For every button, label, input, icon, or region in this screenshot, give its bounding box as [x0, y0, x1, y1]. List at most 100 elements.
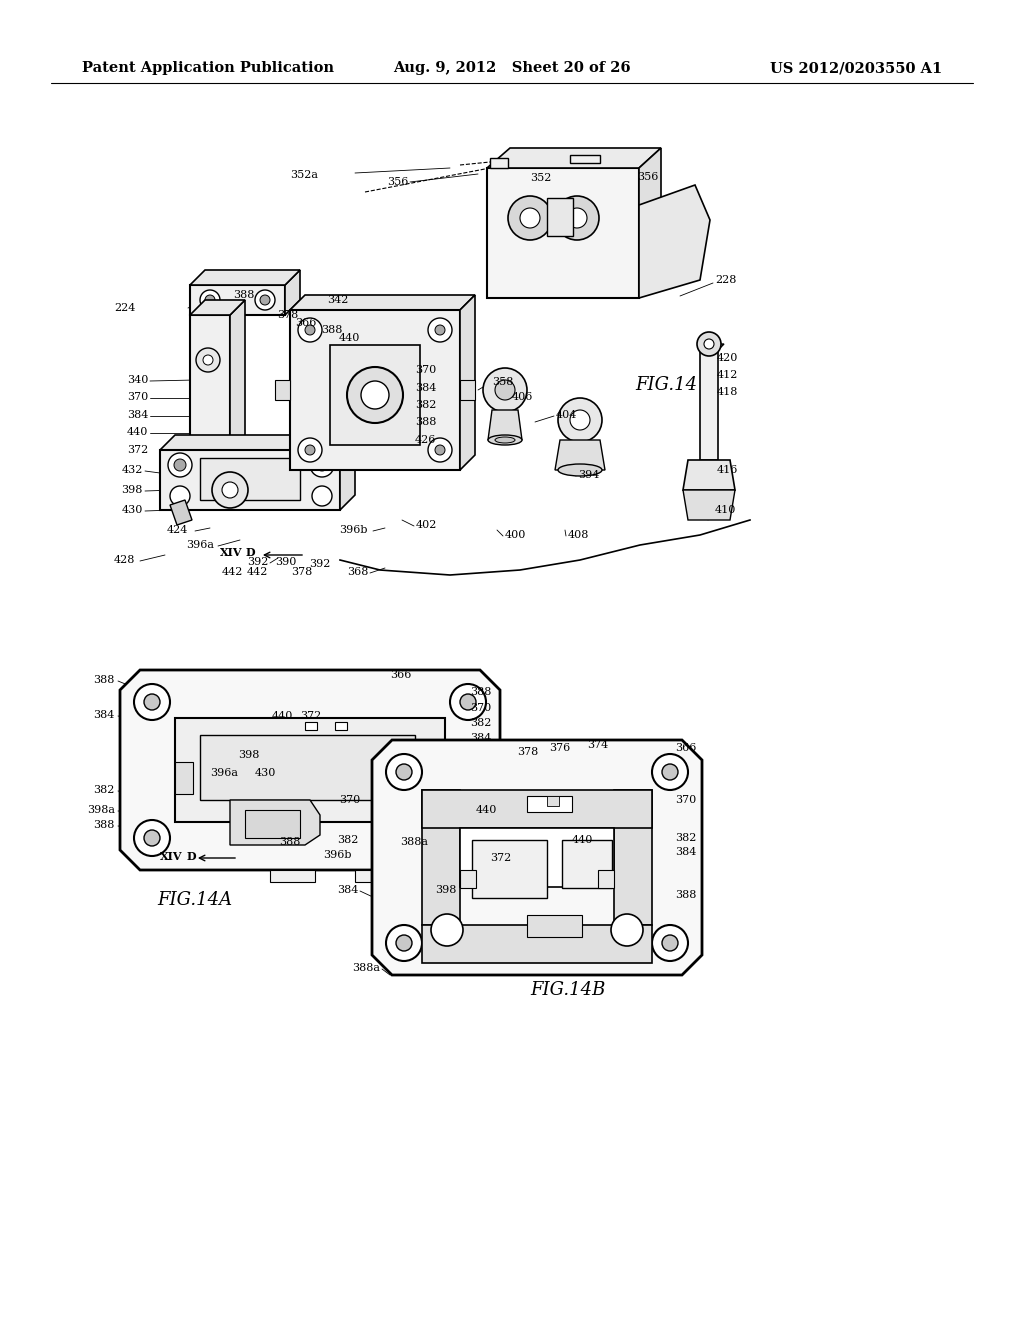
Text: 384: 384: [415, 383, 436, 393]
Text: 370: 370: [470, 704, 492, 713]
Text: 440: 440: [339, 333, 360, 343]
Text: 406: 406: [512, 392, 534, 403]
Polygon shape: [230, 300, 245, 450]
Circle shape: [255, 290, 275, 310]
Bar: [245, 810, 300, 838]
Polygon shape: [487, 168, 639, 298]
Circle shape: [305, 325, 315, 335]
Circle shape: [298, 318, 322, 342]
Polygon shape: [190, 300, 245, 315]
Bar: [570, 154, 600, 162]
Bar: [215, 480, 245, 488]
Text: 402: 402: [416, 520, 437, 531]
Text: 382: 382: [337, 836, 358, 845]
Text: 342: 342: [327, 294, 348, 305]
Bar: [460, 380, 475, 400]
Text: 426: 426: [415, 436, 436, 445]
Bar: [270, 870, 315, 882]
Bar: [527, 796, 572, 812]
Circle shape: [386, 925, 422, 961]
Text: 358: 358: [492, 378, 513, 387]
Text: D: D: [187, 850, 197, 862]
Text: 382: 382: [470, 718, 492, 729]
Text: 398: 398: [238, 750, 259, 760]
Polygon shape: [290, 310, 460, 470]
Text: 400: 400: [505, 531, 526, 540]
Text: 376: 376: [549, 743, 570, 752]
Text: 388: 388: [279, 837, 300, 847]
Bar: [562, 840, 612, 888]
Circle shape: [203, 355, 213, 366]
Polygon shape: [340, 436, 355, 510]
Text: 372: 372: [300, 711, 322, 721]
Bar: [200, 458, 300, 500]
Polygon shape: [683, 459, 735, 490]
Ellipse shape: [495, 437, 515, 444]
Circle shape: [200, 290, 220, 310]
Circle shape: [520, 209, 540, 228]
Text: 424: 424: [167, 525, 188, 535]
Text: 396a: 396a: [186, 540, 214, 550]
Text: 440: 440: [476, 805, 498, 814]
Bar: [305, 722, 317, 730]
Text: 398a: 398a: [87, 805, 115, 814]
Polygon shape: [190, 285, 285, 315]
Text: 440: 440: [127, 426, 148, 437]
Bar: [547, 796, 559, 807]
Text: Patent Application Publication: Patent Application Publication: [82, 61, 334, 75]
Text: 378: 378: [291, 568, 312, 577]
Text: FIG.14B: FIG.14B: [530, 981, 605, 999]
Text: 410: 410: [715, 506, 736, 515]
Text: 370: 370: [675, 795, 696, 805]
Polygon shape: [683, 490, 735, 520]
Polygon shape: [120, 671, 500, 870]
Text: 420: 420: [717, 352, 738, 363]
Bar: [175, 762, 193, 795]
Circle shape: [705, 339, 714, 348]
Polygon shape: [488, 411, 522, 440]
Circle shape: [697, 333, 721, 356]
Text: 228: 228: [715, 275, 736, 285]
Text: 356: 356: [387, 177, 408, 187]
Text: 388: 388: [470, 686, 492, 697]
Circle shape: [174, 459, 186, 471]
Text: 372: 372: [490, 853, 511, 863]
Text: 388a: 388a: [352, 964, 380, 973]
Circle shape: [555, 195, 599, 240]
Bar: [547, 198, 573, 236]
Circle shape: [450, 684, 486, 719]
Circle shape: [205, 294, 215, 305]
Text: 394: 394: [578, 470, 599, 480]
Text: 378: 378: [517, 747, 538, 756]
Circle shape: [495, 380, 515, 400]
Circle shape: [558, 399, 602, 442]
Circle shape: [386, 754, 422, 789]
Text: 404: 404: [556, 411, 578, 420]
Circle shape: [435, 325, 445, 335]
Text: 366: 366: [675, 743, 696, 752]
Bar: [355, 870, 400, 882]
Polygon shape: [285, 271, 300, 315]
Circle shape: [144, 694, 160, 710]
Polygon shape: [170, 500, 193, 525]
Polygon shape: [290, 294, 475, 310]
Text: 388: 388: [415, 417, 436, 426]
Circle shape: [662, 764, 678, 780]
Text: 418: 418: [717, 387, 738, 397]
Circle shape: [134, 684, 170, 719]
Text: 390: 390: [274, 557, 296, 568]
Text: 224: 224: [115, 304, 136, 313]
Text: 374: 374: [587, 741, 608, 750]
Circle shape: [431, 913, 463, 946]
Text: 430: 430: [255, 768, 276, 777]
Polygon shape: [639, 185, 710, 298]
Text: 384: 384: [337, 884, 358, 895]
Text: 388: 388: [675, 890, 696, 900]
Text: 442: 442: [221, 568, 243, 577]
Bar: [472, 840, 547, 898]
Text: 378: 378: [276, 310, 298, 319]
Text: 388: 388: [321, 325, 342, 335]
Text: 396b: 396b: [324, 850, 352, 861]
Bar: [598, 870, 614, 888]
Text: 370: 370: [339, 795, 360, 805]
